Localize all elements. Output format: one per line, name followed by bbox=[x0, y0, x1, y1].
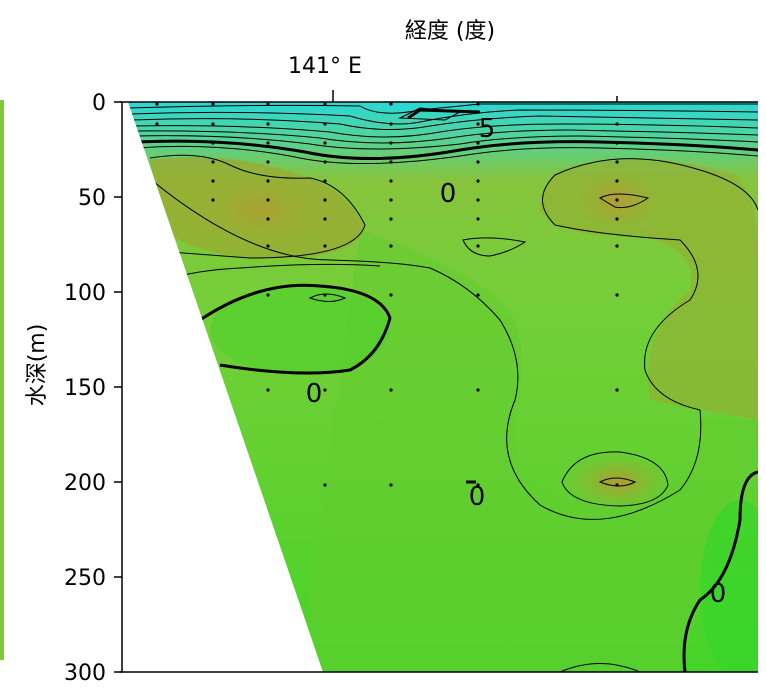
sample-point bbox=[615, 198, 619, 202]
sample-point bbox=[476, 102, 480, 106]
green-spot-right bbox=[700, 500, 758, 672]
sample-point bbox=[211, 198, 215, 202]
sample-point bbox=[389, 244, 393, 248]
sample-point bbox=[266, 102, 270, 106]
sample-point bbox=[266, 198, 270, 202]
sample-point bbox=[266, 217, 270, 221]
sample-point bbox=[323, 293, 327, 297]
warm-spot-3 bbox=[170, 165, 350, 255]
sample-point bbox=[323, 122, 327, 126]
sample-point bbox=[389, 293, 393, 297]
sample-point bbox=[211, 102, 215, 106]
sample-point bbox=[389, 102, 393, 106]
sample-point bbox=[476, 244, 480, 248]
contour-label: 0 bbox=[710, 579, 727, 609]
sample-point bbox=[476, 483, 480, 487]
sample-point bbox=[323, 141, 327, 145]
y-tick-label: 250 bbox=[64, 566, 106, 591]
green-spot-left bbox=[210, 285, 390, 375]
contour-zero-surface bbox=[136, 139, 758, 161]
sample-point bbox=[323, 244, 327, 248]
warm-spot-2 bbox=[562, 452, 672, 512]
sample-point bbox=[476, 217, 480, 221]
plot-area bbox=[128, 102, 758, 672]
y-tick-label: 300 bbox=[64, 661, 106, 686]
sample-point bbox=[615, 388, 619, 392]
sample-point bbox=[389, 388, 393, 392]
sample-point bbox=[476, 388, 480, 392]
y-tick-label: 200 bbox=[64, 471, 106, 496]
sample-point bbox=[389, 141, 393, 145]
sample-point bbox=[266, 160, 270, 164]
sample-point bbox=[266, 388, 270, 392]
y-tick-label: 50 bbox=[78, 186, 106, 211]
zero-contours bbox=[199, 283, 758, 672]
sample-point bbox=[266, 122, 270, 126]
sample-point bbox=[389, 198, 393, 202]
sample-point bbox=[323, 483, 327, 487]
sample-point bbox=[389, 160, 393, 164]
sample-point bbox=[476, 179, 480, 183]
sample-point bbox=[266, 244, 270, 248]
y-axis-title: 水深(m) bbox=[25, 324, 50, 407]
sample-point bbox=[323, 179, 327, 183]
sample-point bbox=[476, 122, 480, 126]
y-tick-label: 0 bbox=[92, 91, 106, 116]
sample-point bbox=[266, 293, 270, 297]
contour-label: 0 bbox=[469, 482, 486, 512]
sample-point bbox=[615, 293, 619, 297]
sample-point bbox=[155, 102, 159, 106]
sample-point bbox=[323, 160, 327, 164]
sample-point bbox=[323, 198, 327, 202]
sample-point bbox=[211, 160, 215, 164]
sample-point bbox=[615, 483, 619, 487]
sample-point bbox=[155, 122, 159, 126]
sample-point bbox=[615, 179, 619, 183]
sample-point bbox=[389, 179, 393, 183]
sample-point bbox=[615, 122, 619, 126]
contour-label: 5 bbox=[479, 114, 496, 144]
sample-point bbox=[211, 141, 215, 145]
sample-point bbox=[266, 141, 270, 145]
sample-point bbox=[323, 102, 327, 106]
sample-point bbox=[389, 217, 393, 221]
sample-point bbox=[323, 217, 327, 221]
y-tick-label: 150 bbox=[64, 376, 106, 401]
sample-point bbox=[615, 141, 619, 145]
sample-point bbox=[476, 198, 480, 202]
sample-point bbox=[476, 293, 480, 297]
y-ticks: 0 50 100 150 200 250 300 bbox=[64, 91, 122, 686]
contour-label: 0 bbox=[306, 379, 323, 409]
sample-point bbox=[476, 141, 480, 145]
sample-points bbox=[155, 102, 619, 487]
sample-point bbox=[389, 122, 393, 126]
warm-region-mid bbox=[300, 230, 758, 672]
y-tick-label: 100 bbox=[64, 281, 106, 306]
x-tick-label: 141° E bbox=[288, 54, 362, 79]
sample-point bbox=[323, 388, 327, 392]
sample-point bbox=[615, 217, 619, 221]
sample-point bbox=[211, 122, 215, 126]
contour-labels: 0 0 0 0 5 bbox=[306, 114, 727, 609]
sample-point bbox=[615, 244, 619, 248]
sample-point bbox=[615, 160, 619, 164]
sample-point bbox=[266, 179, 270, 183]
colorbar-edge bbox=[0, 100, 4, 660]
x-axis-title: 経度 (度) bbox=[405, 19, 495, 44]
contour-label: 0 bbox=[440, 179, 457, 209]
sample-point bbox=[389, 483, 393, 487]
sample-point bbox=[476, 160, 480, 164]
sample-point bbox=[211, 179, 215, 183]
